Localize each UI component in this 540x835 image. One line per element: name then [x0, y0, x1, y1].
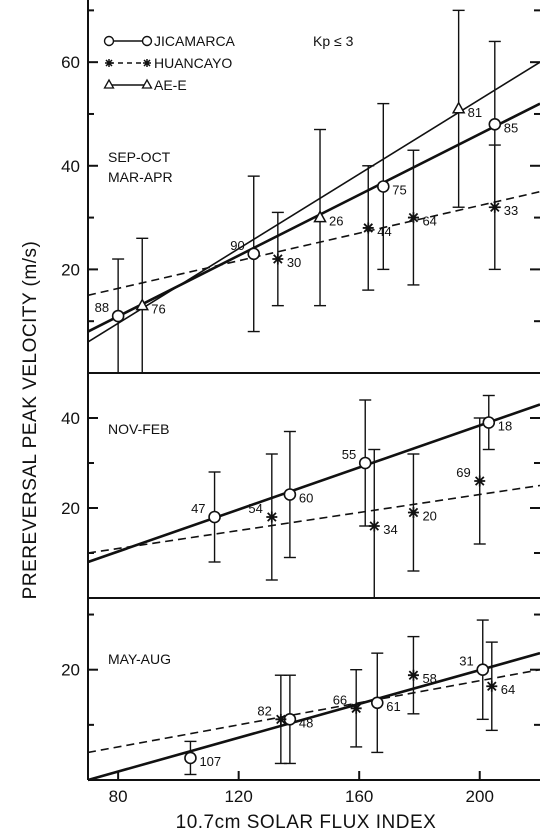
- condition-label: Kp ≤ 3: [313, 33, 354, 49]
- legend-label: HUANCAYO: [154, 55, 232, 71]
- data-point: [184, 751, 197, 765]
- y-tick-label: 20: [61, 661, 80, 680]
- data-point: [476, 663, 490, 676]
- x-tick-label: 160: [345, 787, 373, 806]
- data-point: [272, 253, 284, 265]
- data-label: 58: [422, 671, 436, 686]
- series-jicamarca: 107 48 61 31: [87, 619, 540, 782]
- legend-marker: [143, 59, 151, 67]
- data-label: 76: [151, 302, 165, 317]
- data-label: 55: [342, 447, 356, 462]
- data-point: [247, 247, 261, 261]
- panel-label: MAR-APR: [108, 169, 173, 185]
- data-label: 64: [501, 682, 515, 697]
- panel-0: 20 40 60 SEP-OCT MAR-APR 88 90 75 85 30 44 64 33 76 26…: [61, 9, 540, 374]
- y-tick-label: 60: [61, 53, 80, 72]
- data-label: 61: [386, 699, 400, 714]
- y-tick-label: 20: [61, 260, 80, 279]
- data-label: 33: [504, 203, 518, 218]
- fit-line: [87, 403, 540, 564]
- legend-marker: [141, 35, 153, 47]
- data-label: 34: [383, 522, 397, 537]
- data-point: [313, 210, 327, 223]
- data-label: 44: [377, 224, 391, 239]
- panel-label: NOV-FEB: [108, 421, 169, 437]
- data-point: [370, 696, 384, 710]
- y-tick-label: 20: [61, 499, 80, 518]
- panel-2: 20 MAY-AUG 107 48 61 31 82 66 58 64: [61, 613, 540, 782]
- data-label: 66: [333, 692, 347, 707]
- data-point: [283, 488, 297, 501]
- legend-marker: [141, 78, 153, 89]
- data-point: [275, 713, 287, 725]
- data-label: 54: [248, 501, 262, 516]
- x-tick-label: 80: [109, 787, 128, 806]
- x-tick-label: 200: [466, 787, 494, 806]
- data-label: 31: [459, 654, 473, 669]
- data-point: [266, 511, 278, 523]
- data-point: [486, 680, 498, 692]
- data-label: 20: [422, 509, 436, 524]
- data-point: [489, 201, 501, 213]
- data-label: 64: [422, 214, 436, 229]
- data-point: [482, 416, 496, 429]
- panel-label: SEP-OCT: [108, 149, 171, 165]
- y-tick-label: 40: [61, 157, 80, 176]
- data-label: 60: [299, 491, 313, 506]
- data-label: 26: [329, 214, 343, 229]
- fit-line: [87, 668, 540, 754]
- panel-1: 20 40 NOV-FEB 47 60 55 18 54 34 20 69: [61, 394, 540, 599]
- legend-label: AE-E: [154, 77, 187, 93]
- data-point: [135, 298, 150, 311]
- data-point: [488, 118, 502, 131]
- fit-line: [87, 651, 540, 782]
- legend-marker: [105, 59, 113, 67]
- data-point: [407, 212, 419, 224]
- data-label: 75: [392, 183, 406, 198]
- data-point: [350, 702, 362, 714]
- data-label: 107: [199, 754, 221, 769]
- legend-marker: [103, 35, 115, 47]
- fit-line: [87, 484, 540, 554]
- data-point: [208, 510, 221, 524]
- x-axis-title: 10.7cm SOLAR FLUX INDEX: [176, 812, 437, 833]
- x-tick-label: 120: [224, 787, 252, 806]
- legend-label: JICAMARCA: [154, 33, 236, 49]
- data-label: 85: [504, 120, 518, 135]
- legend-marker: [103, 78, 115, 89]
- y-tick-label: 40: [61, 409, 80, 428]
- data-point: [362, 222, 374, 234]
- data-point: [358, 456, 372, 470]
- data-label: 69: [456, 465, 470, 480]
- series-huancayo: 54 34 20 69: [87, 417, 540, 598]
- data-label: 18: [498, 419, 512, 434]
- data-label: 81: [468, 105, 482, 120]
- fit-line: [87, 61, 540, 343]
- data-point: [407, 669, 419, 681]
- legend-item-ae-e: AE-E: [103, 77, 187, 93]
- data-point: [111, 309, 125, 323]
- series-huancayo: 82 66 58 64: [87, 635, 540, 765]
- data-label: 88: [95, 300, 109, 315]
- data-label: 48: [299, 715, 313, 730]
- data-point: [474, 475, 486, 487]
- data-point: [377, 180, 390, 193]
- legend-item-jicamarca: JICAMARCA: [103, 33, 236, 49]
- y-axis-title: PREREVERSAL PEAK VELOCITY (m/s): [20, 241, 41, 600]
- data-label: 47: [191, 501, 205, 516]
- legend-item-huancayo: HUANCAYO: [105, 55, 232, 71]
- data-label: 30: [287, 255, 301, 270]
- data-point: [368, 520, 380, 532]
- fit-line: [87, 102, 540, 333]
- data-point: [407, 507, 419, 518]
- data-label: 90: [230, 238, 244, 253]
- data-point: [451, 101, 466, 114]
- data-label: 82: [257, 703, 271, 718]
- fit-line: [87, 190, 540, 297]
- panel-label: MAY-AUG: [108, 651, 171, 667]
